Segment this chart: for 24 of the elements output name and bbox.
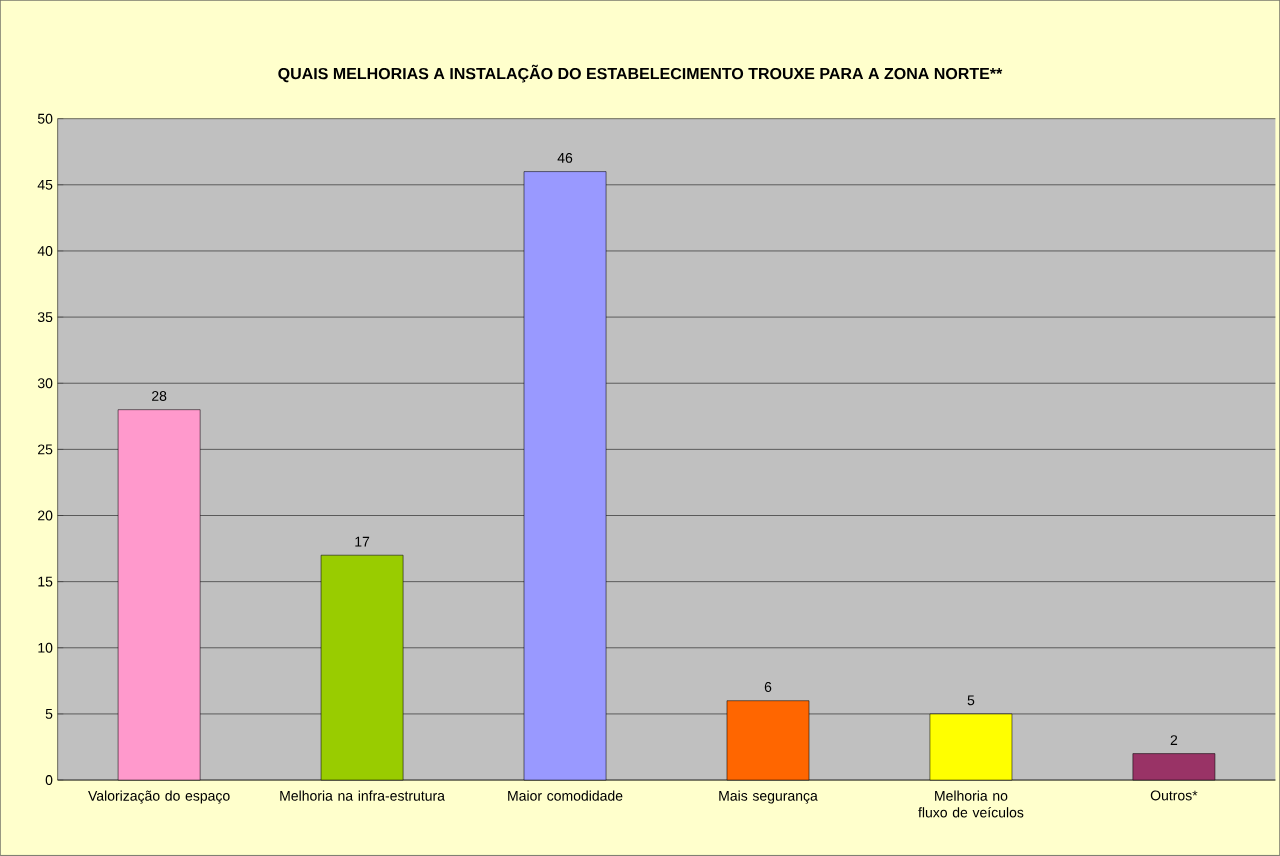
- y-tick-label: 45: [37, 180, 53, 190]
- data-label: 6: [764, 682, 772, 693]
- chart-title: QUAIS MELHORIAS A INSTALAÇÃO DO ESTABELECIMENTO TROUXE PARA A ZONA NORTE**: [278, 64, 1003, 83]
- data-label: 2: [1170, 735, 1178, 746]
- data-label: 17: [355, 536, 370, 547]
- x-tick-label: Outros*: [1150, 790, 1198, 801]
- x-tick-label: Valorização do espaço: [88, 790, 230, 804]
- data-label: 5: [967, 695, 975, 706]
- y-tick-label: 40: [37, 246, 53, 257]
- y-tick-label: 5: [45, 709, 53, 719]
- y-tick-label: 15: [38, 576, 53, 587]
- x-tick-label: Maior comodidade: [508, 790, 623, 801]
- data-label: 46: [557, 153, 573, 164]
- x-tick-label: Melhoria no fluxo de veículos: [918, 790, 1024, 818]
- y-tick-label: 25: [38, 444, 53, 455]
- y-tick-label: 0: [45, 775, 53, 786]
- y-tick-label: 30: [37, 378, 53, 389]
- x-tick-label: Mais segurança: [719, 790, 818, 804]
- y-tick-label: 20: [38, 510, 53, 521]
- data-label: 28: [152, 391, 167, 402]
- y-tick-label: 10: [38, 642, 53, 653]
- y-tick-label: 50: [37, 113, 53, 124]
- x-tick-label: Melhoria na infra-estrutura: [280, 790, 445, 801]
- y-tick-label: 35: [37, 312, 53, 323]
